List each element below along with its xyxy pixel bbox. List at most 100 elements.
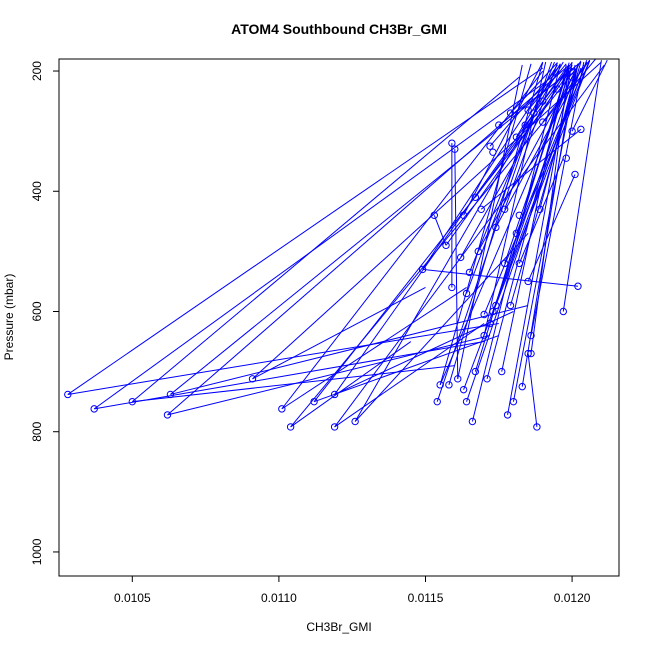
data-point [330, 390, 339, 399]
data-point [286, 423, 295, 431]
profile-segment [515, 61, 588, 234]
data-point [539, 97, 547, 105]
data-point [562, 154, 570, 162]
profile-segment [477, 60, 582, 252]
plot-frame [58, 58, 620, 577]
data-point [536, 205, 544, 213]
x-tick-label: 0.0115 [408, 591, 444, 605]
plot-area [64, 59, 608, 431]
profile-segment [466, 112, 535, 294]
x-axis: 0.0105 0.0110 0.0115 0.0120 [114, 576, 591, 605]
data-point [489, 307, 497, 316]
data-point [524, 106, 532, 114]
data-point [462, 289, 471, 298]
profile-segment [495, 64, 585, 228]
profile-segment [527, 353, 538, 427]
data-point [128, 397, 136, 406]
data-point [527, 349, 535, 358]
data-point [568, 127, 576, 135]
profile-segment [422, 64, 558, 270]
data-point [559, 307, 567, 316]
x-tick-label: 0.0120 [554, 591, 591, 605]
y-tick-label: 400 [30, 181, 44, 201]
data-point [330, 423, 339, 431]
profile-segment [290, 341, 412, 428]
data-point [515, 211, 524, 220]
profile-segment [501, 64, 567, 372]
profile-segment [167, 335, 491, 416]
profile-segment [480, 128, 582, 210]
data-point [465, 268, 474, 277]
observation-points [64, 73, 585, 431]
data-point [430, 211, 438, 220]
data-point [310, 397, 318, 406]
profile-segment [512, 63, 579, 402]
profile-segment [571, 59, 608, 132]
profile-segment [433, 215, 447, 246]
y-tick-label: 200 [30, 61, 44, 81]
data-point [553, 85, 562, 93]
data-point [248, 375, 257, 383]
data-point [483, 375, 491, 383]
profile-segment [334, 323, 485, 428]
data-point [489, 148, 497, 156]
data-point [500, 259, 509, 268]
profile-segment [504, 62, 558, 210]
profile-segment [354, 61, 564, 422]
y-axis-label: Pressure (mbar) [2, 274, 16, 361]
profile-segment [170, 61, 582, 395]
data-point [278, 405, 286, 413]
data-point [518, 382, 526, 391]
data-point [524, 349, 532, 358]
data-point [486, 142, 494, 150]
data-point [500, 205, 509, 213]
data-point [480, 310, 488, 319]
data-point [436, 381, 444, 389]
profile-segment [422, 268, 579, 287]
data-point [448, 283, 456, 292]
profile-segment [93, 70, 561, 410]
data-point [512, 133, 521, 141]
profile-segment [457, 64, 523, 379]
data-point [486, 319, 494, 328]
data-point [530, 109, 538, 117]
profile-segment [313, 335, 499, 403]
data-point [503, 411, 512, 419]
profile-segment [281, 287, 467, 410]
data-point [577, 125, 585, 134]
profile-segment [334, 64, 605, 428]
data-point [568, 73, 576, 81]
profile-segment [290, 59, 596, 428]
profile-lines [67, 59, 608, 428]
profile-segment [463, 61, 544, 216]
data-point [459, 385, 468, 394]
data-point [471, 193, 480, 201]
profile-segment [527, 63, 567, 111]
profile-segment [334, 311, 514, 395]
profile-segment [510, 62, 558, 114]
data-point [454, 375, 462, 383]
data-point [462, 397, 471, 406]
profile-segment [542, 59, 591, 123]
data-point [515, 259, 524, 268]
profile-segment [67, 67, 544, 395]
profile-segment [281, 70, 544, 410]
profile-segment [486, 68, 570, 379]
data-point [512, 229, 521, 238]
data-point [498, 367, 506, 376]
data-point [166, 390, 175, 399]
data-point [480, 331, 488, 340]
data-point [527, 331, 535, 340]
data-point [571, 170, 579, 179]
profile-segment [489, 62, 570, 324]
x-axis-label: CH3Br_GMI [306, 620, 371, 634]
data-point [433, 397, 441, 406]
y-tick-label: 600 [30, 301, 44, 321]
data-point [524, 277, 532, 286]
profile-segment [474, 64, 573, 198]
data-point [90, 405, 98, 413]
profile-segment [252, 286, 426, 380]
data-point [492, 223, 500, 232]
data-point [163, 411, 172, 419]
y-tick-label: 800 [30, 421, 44, 441]
